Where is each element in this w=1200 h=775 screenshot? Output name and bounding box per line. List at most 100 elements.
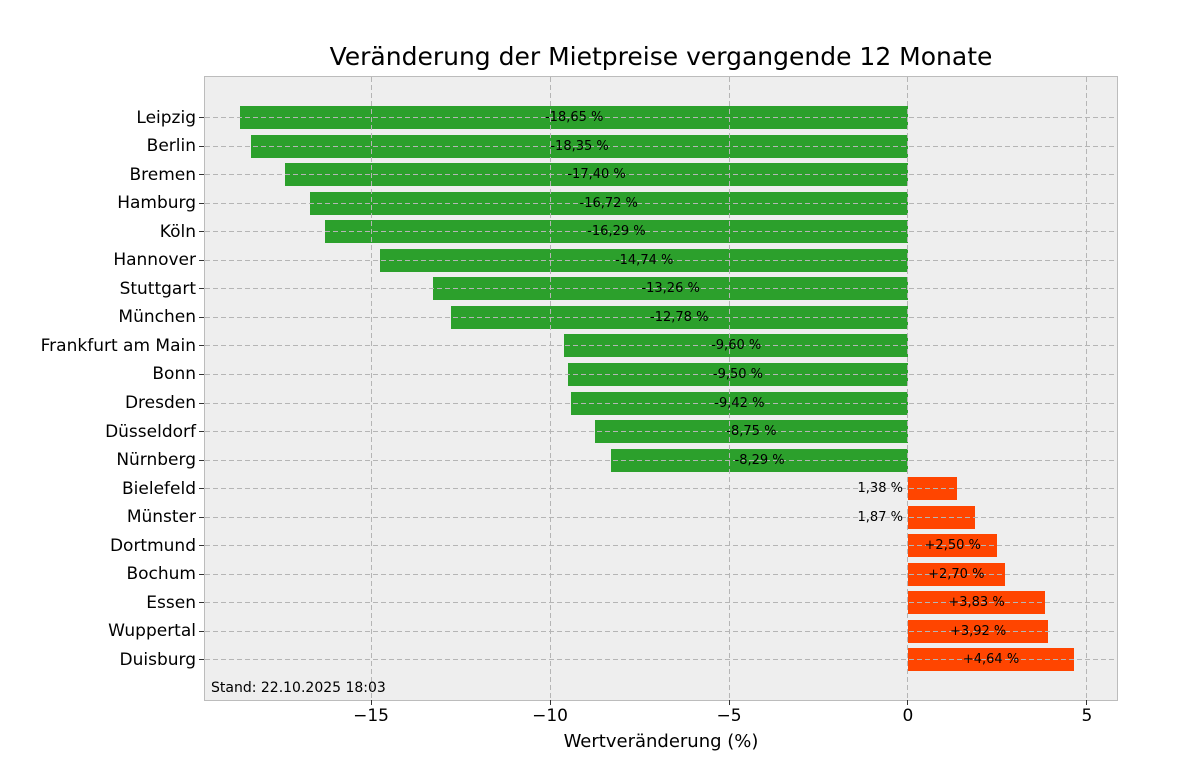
y-tick-mark — [199, 174, 204, 176]
bar-value-label: -18,65 % — [544, 110, 604, 125]
y-tick-label-k-ln: Köln — [159, 221, 196, 242]
grid-line-horizontal — [205, 117, 1117, 118]
y-tick-label-bremen: Bremen — [129, 164, 196, 185]
y-tick-mark — [199, 288, 204, 290]
grid-line-horizontal — [205, 602, 1117, 604]
grid-line-vertical — [1086, 77, 1088, 700]
y-tick-label-wuppertal: Wuppertal — [108, 621, 196, 642]
y-tick-label-bielefeld: Bielefeld — [122, 478, 196, 499]
grid-line-horizontal — [205, 373, 1117, 375]
y-tick-label-m-nchen: München — [118, 307, 196, 328]
x-tick-label: 5 — [1081, 706, 1093, 726]
y-tick-label-dresden: Dresden — [124, 393, 196, 413]
y-tick-label-essen: Essen — [146, 592, 196, 613]
grid-line-horizontal — [205, 316, 1117, 318]
grid-line-horizontal — [205, 202, 1117, 204]
y-tick-mark — [199, 431, 204, 433]
grid-line-horizontal — [205, 516, 1117, 518]
grid-line-horizontal — [205, 231, 1117, 233]
bar-value-label: +3,83 % — [948, 595, 1005, 611]
y-tick-mark — [199, 316, 204, 318]
x-tick-mark — [1086, 700, 1088, 705]
x-tick-mark — [370, 700, 372, 705]
grid-line-horizontal — [205, 288, 1117, 290]
y-tick-label-m-nster: Münster — [126, 507, 196, 528]
grid-line-horizontal — [205, 488, 1117, 490]
y-tick-mark — [199, 573, 204, 575]
bar-value-label: +4,64 % — [962, 652, 1020, 668]
bar-value-label: 1,87 % — [857, 509, 903, 525]
bar-value-label: -9,60 % — [711, 338, 762, 354]
bar-value-label: -9,42 % — [714, 395, 765, 411]
y-tick-label-berlin: Berlin — [146, 136, 196, 157]
bar-value-label: -17,40 % — [567, 167, 626, 183]
y-tick-mark — [199, 117, 204, 118]
bar-value-label: +2,70 % — [928, 566, 985, 582]
grid-line-horizontal — [205, 459, 1117, 461]
y-tick-mark — [199, 602, 204, 604]
y-tick-label-bochum: Bochum — [126, 564, 196, 585]
x-tick-label: −15 — [353, 706, 390, 726]
bar-value-label: -9,50 % — [712, 366, 764, 382]
y-tick-label-leipzig: Leipzig — [136, 107, 196, 128]
grid-line-vertical — [549, 77, 551, 700]
grid-line-horizontal — [205, 545, 1117, 547]
y-tick-mark — [199, 145, 204, 147]
grid-line-horizontal — [205, 402, 1117, 404]
y-tick-label-dortmund: Dortmund — [109, 535, 196, 556]
bar-value-label: 1,38 % — [857, 481, 903, 497]
plot-area: -18,65 % -18,35 % -17,40 % -16,72 % -16,29 %… — [204, 76, 1118, 701]
x-axis-title: Wertveränderung (%) — [563, 731, 759, 752]
chart-title: Veränderung der Mietpreise vergangende 1… — [329, 42, 993, 71]
x-tick-label: −5 — [716, 706, 742, 726]
x-tick-mark — [907, 700, 909, 705]
bar-value-label: -8,75 % — [726, 424, 777, 440]
bar-value-label: -12,78 % — [650, 309, 709, 325]
grid-line-vertical — [728, 77, 730, 700]
y-tick-label-hamburg: Hamburg — [117, 193, 196, 214]
grid-line-horizontal — [205, 659, 1117, 661]
y-tick-label-stuttgart: Stuttgart — [119, 278, 196, 299]
grid-line-horizontal — [205, 174, 1117, 176]
y-tick-label-hannover: Hannover — [113, 250, 196, 271]
y-tick-mark — [199, 402, 204, 404]
y-tick-mark — [199, 259, 204, 261]
grid-line-horizontal — [205, 345, 1117, 347]
bar-value-label: -8,29 % — [734, 452, 785, 468]
bar-value-label: +3,92 % — [949, 623, 1007, 639]
grid-line-horizontal — [205, 145, 1117, 147]
y-tick-mark — [199, 373, 204, 375]
y-tick-label-n-rnberg: Nürnberg — [116, 450, 196, 471]
y-tick-mark — [199, 545, 204, 547]
y-tick-label-bonn: Bonn — [152, 364, 196, 385]
bar-value-label: -13,26 % — [641, 281, 700, 297]
y-tick-mark — [199, 659, 204, 661]
bar-value-label: +2,50 % — [924, 538, 981, 554]
y-tick-mark — [199, 630, 204, 632]
y-tick-label-duisburg: Duisburg — [119, 649, 197, 670]
bar-value-label: -18,35 % — [550, 138, 609, 154]
stand-annotation: Stand: 22.10.2025 18:03 — [211, 680, 386, 696]
y-tick-mark — [199, 202, 204, 204]
y-tick-mark — [199, 231, 204, 233]
y-tick-mark — [199, 516, 204, 518]
grid-line-horizontal — [205, 630, 1117, 632]
y-tick-mark — [199, 488, 204, 490]
y-tick-mark — [199, 345, 204, 347]
y-tick-label-d-sseldorf: Düsseldorf — [105, 421, 196, 442]
grid-line-vertical — [370, 77, 372, 700]
x-tick-mark — [549, 700, 551, 705]
grid-line-horizontal — [205, 259, 1117, 261]
x-tick-label: −10 — [532, 706, 568, 726]
bar-value-label: -16,29 % — [587, 224, 646, 240]
x-tick-mark — [728, 700, 730, 705]
grid-line-horizontal — [205, 431, 1117, 433]
bar-value-label: -16,72 % — [579, 195, 638, 211]
bar-value-label: -14,74 % — [614, 252, 674, 268]
x-tick-label: 0 — [902, 706, 914, 726]
y-tick-label-frankfurt-am-main: Frankfurt am Main — [40, 335, 196, 356]
grid-line-vertical — [907, 77, 909, 700]
y-tick-mark — [199, 459, 204, 461]
grid-line-horizontal — [205, 573, 1117, 575]
